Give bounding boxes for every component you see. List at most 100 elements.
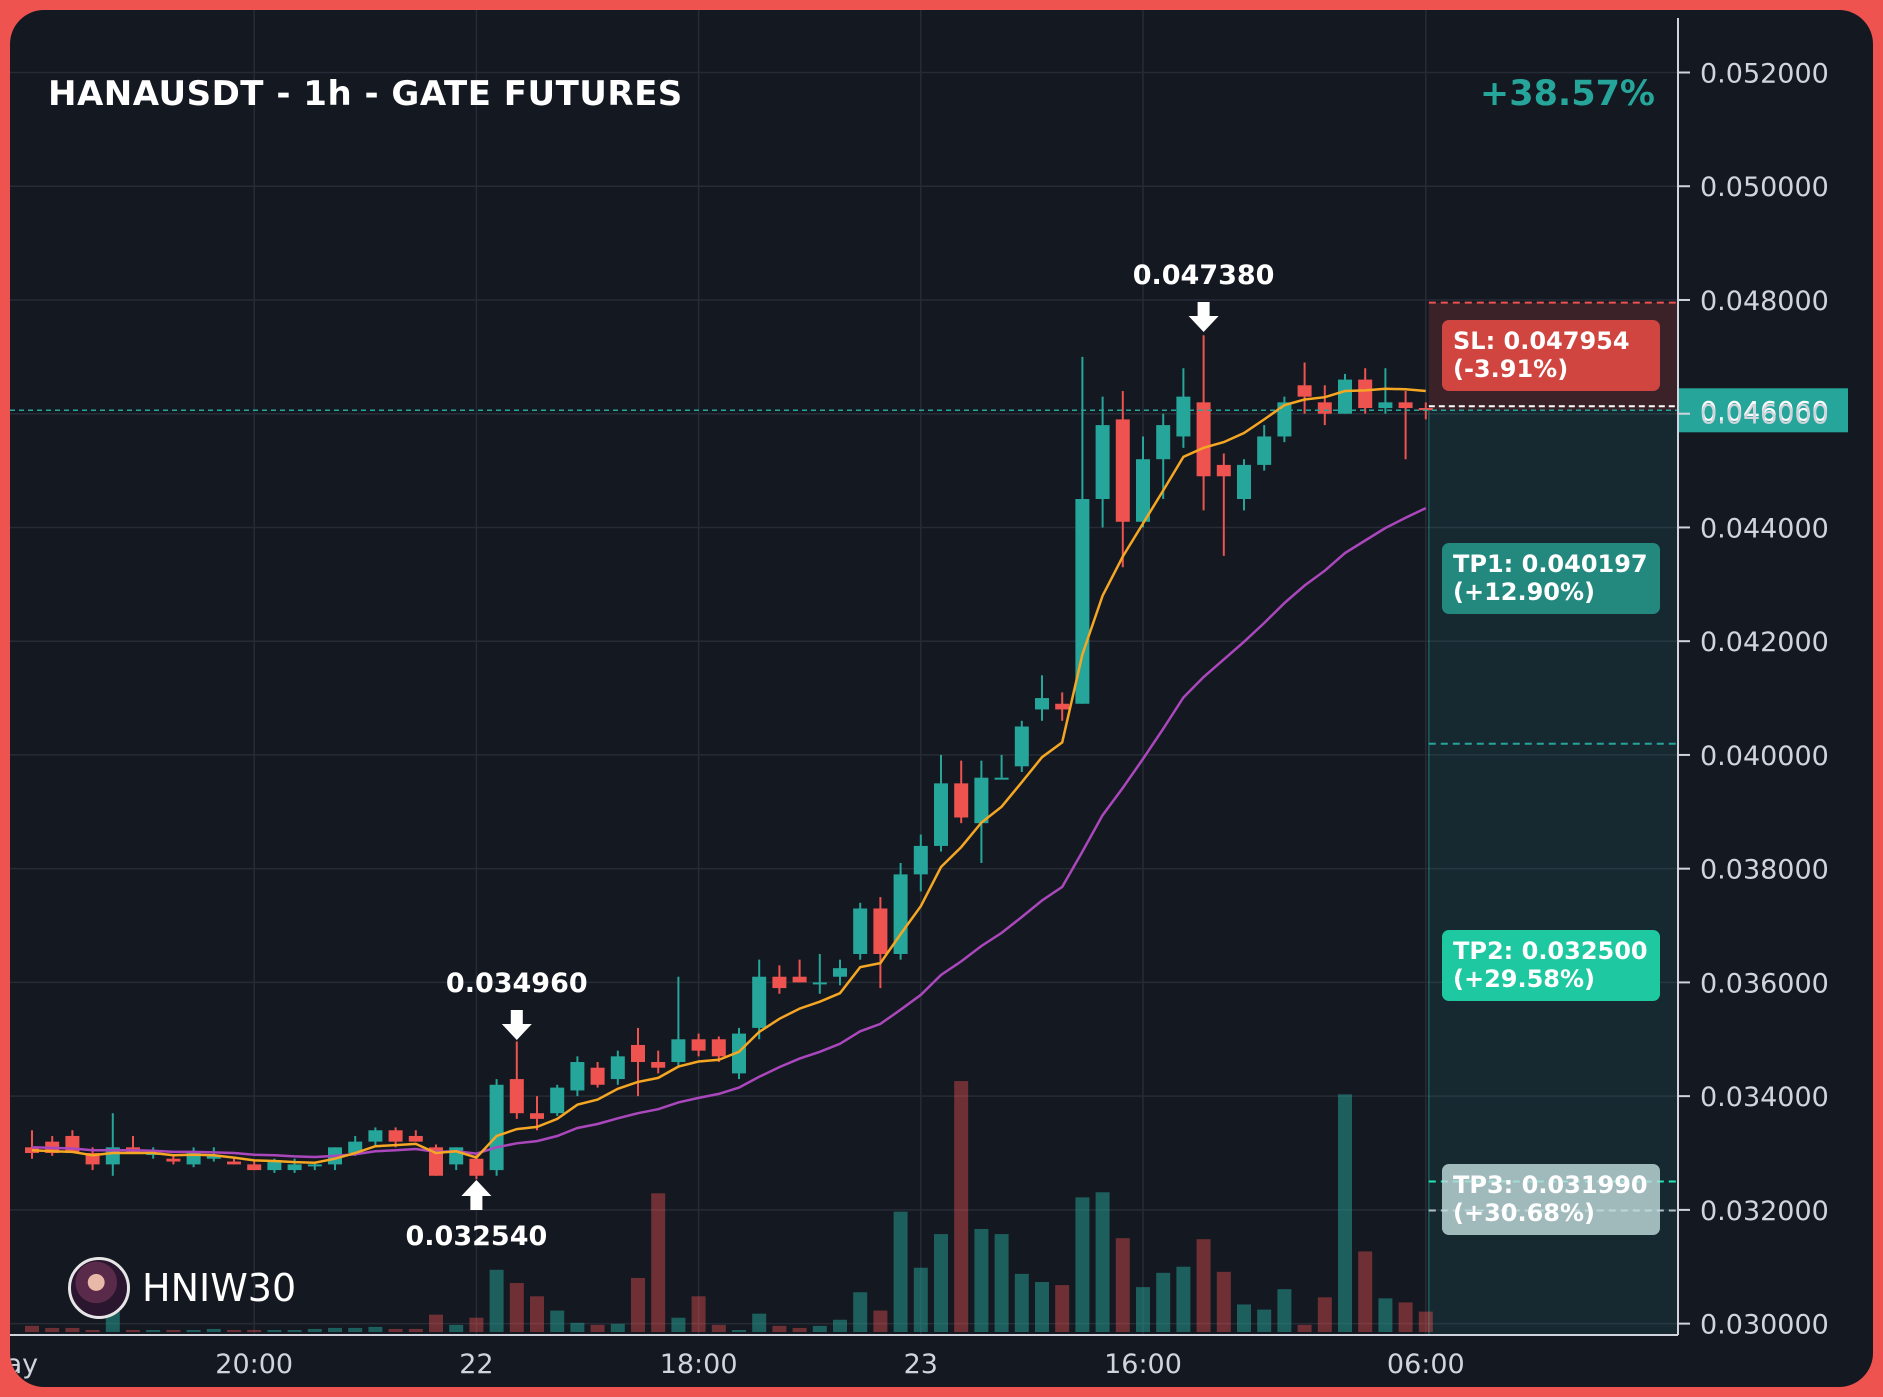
candle-body	[1196, 402, 1211, 477]
volume-bar	[469, 1317, 484, 1332]
candle-body	[550, 1087, 565, 1114]
sl-label-bg	[1442, 320, 1660, 391]
x-tick-label: 18:00	[660, 1349, 738, 1380]
x-tick-label: 20:00	[215, 1349, 293, 1380]
candle-body	[1338, 379, 1352, 414]
volume-bar	[1156, 1272, 1171, 1332]
x-tick-label: 23	[904, 1349, 938, 1380]
candle-body	[1055, 703, 1070, 710]
candle-body	[631, 1044, 645, 1063]
candle-body	[1115, 419, 1130, 522]
volume-bar	[1095, 1192, 1110, 1332]
candle	[752, 959, 767, 1040]
volume-bar	[1216, 1271, 1231, 1332]
tp3-label: TP3: 0.031990(+30.68%)	[1442, 1164, 1660, 1235]
candle	[1398, 390, 1413, 460]
candle	[1115, 390, 1130, 568]
candle-body	[1095, 425, 1110, 500]
candle-body	[307, 1164, 322, 1167]
candle	[691, 1033, 706, 1057]
candle	[631, 1027, 645, 1097]
candle	[1075, 356, 1090, 704]
candle	[1257, 425, 1272, 471]
candle	[570, 1056, 585, 1097]
candle	[1317, 385, 1332, 426]
candle-body	[166, 1158, 181, 1162]
volume-bar	[1136, 1287, 1150, 1332]
volume-bar	[146, 1329, 161, 1332]
candle-body	[570, 1062, 585, 1091]
volume-bar	[1277, 1289, 1292, 1332]
high-arrow-left-icon	[501, 1010, 532, 1040]
volume-bar	[45, 1327, 60, 1332]
price-chart[interactable]: 0.046060 SL: 0.047954(-3.91%) TP1: 0.04019…	[10, 10, 1873, 1387]
volume-bar	[1014, 1273, 1029, 1332]
high-label-left: 0.034960	[446, 968, 588, 999]
volume-bar	[1297, 1324, 1312, 1332]
y-tick-label: 0.048000	[1700, 286, 1829, 317]
candle-body	[853, 908, 868, 954]
volume-bar	[307, 1328, 322, 1332]
volume-bar	[126, 1329, 140, 1332]
candle-body	[267, 1161, 282, 1171]
volume-bar	[1378, 1298, 1393, 1332]
current-price-label: 0.046060	[1700, 396, 1829, 427]
volume-bar	[711, 1324, 726, 1332]
volume-bar	[610, 1323, 625, 1332]
candle-body	[752, 976, 767, 1028]
candle	[732, 1027, 746, 1080]
candle-body	[1237, 464, 1251, 500]
volume-bar	[65, 1327, 80, 1332]
volume-bar	[913, 1267, 928, 1332]
volume-bar	[1115, 1238, 1130, 1332]
volume-bar	[429, 1314, 443, 1332]
candle-body	[954, 783, 969, 818]
brand-name: HNIW30	[142, 1266, 297, 1310]
candle-body	[1216, 464, 1231, 477]
avatar-icon	[68, 1257, 130, 1319]
candle	[812, 953, 827, 994]
candle	[45, 1135, 60, 1156]
candle	[1196, 335, 1211, 511]
candle-body	[85, 1153, 100, 1165]
candle	[1055, 692, 1070, 721]
candle-body	[610, 1056, 625, 1080]
candle-body	[934, 783, 948, 846]
ema-fast-line	[31, 387, 1426, 1164]
y-tick-label: 0.030000	[1700, 1310, 1829, 1341]
candle	[1378, 368, 1393, 414]
candle	[1014, 720, 1029, 772]
candle-body	[105, 1147, 120, 1165]
candle-body	[509, 1079, 524, 1114]
candle-body	[1317, 402, 1332, 414]
candle-body	[651, 1062, 666, 1068]
candle	[994, 754, 1009, 780]
candle	[1338, 373, 1352, 414]
candle-body	[408, 1135, 423, 1142]
volume-bar	[732, 1329, 746, 1332]
y-tick-label: 0.034000	[1700, 1082, 1829, 1113]
volume-bar	[853, 1292, 868, 1332]
candle	[1216, 453, 1231, 556]
candle-body	[792, 976, 807, 983]
candle	[1035, 675, 1049, 721]
candle-body	[1257, 436, 1272, 465]
y-tick-label: 0.042000	[1700, 627, 1829, 658]
candle	[247, 1161, 262, 1171]
candle-body	[186, 1153, 201, 1165]
volume-bar	[1358, 1251, 1373, 1332]
volume-bar	[1196, 1239, 1211, 1332]
y-tick-label: 0.040000	[1700, 741, 1829, 772]
candle	[853, 902, 868, 960]
tp1-label-price: TP1: 0.040197	[1453, 550, 1648, 578]
candle	[408, 1130, 423, 1142]
volume-bar	[570, 1322, 585, 1332]
candle-body	[368, 1130, 383, 1142]
volume-bar	[1317, 1297, 1332, 1332]
candle	[1176, 368, 1191, 448]
x-tick-label: ay	[10, 1349, 38, 1380]
volume-bar	[25, 1325, 39, 1332]
candle	[1297, 362, 1312, 414]
volume-bar	[227, 1329, 241, 1332]
candle-body	[711, 1039, 726, 1057]
